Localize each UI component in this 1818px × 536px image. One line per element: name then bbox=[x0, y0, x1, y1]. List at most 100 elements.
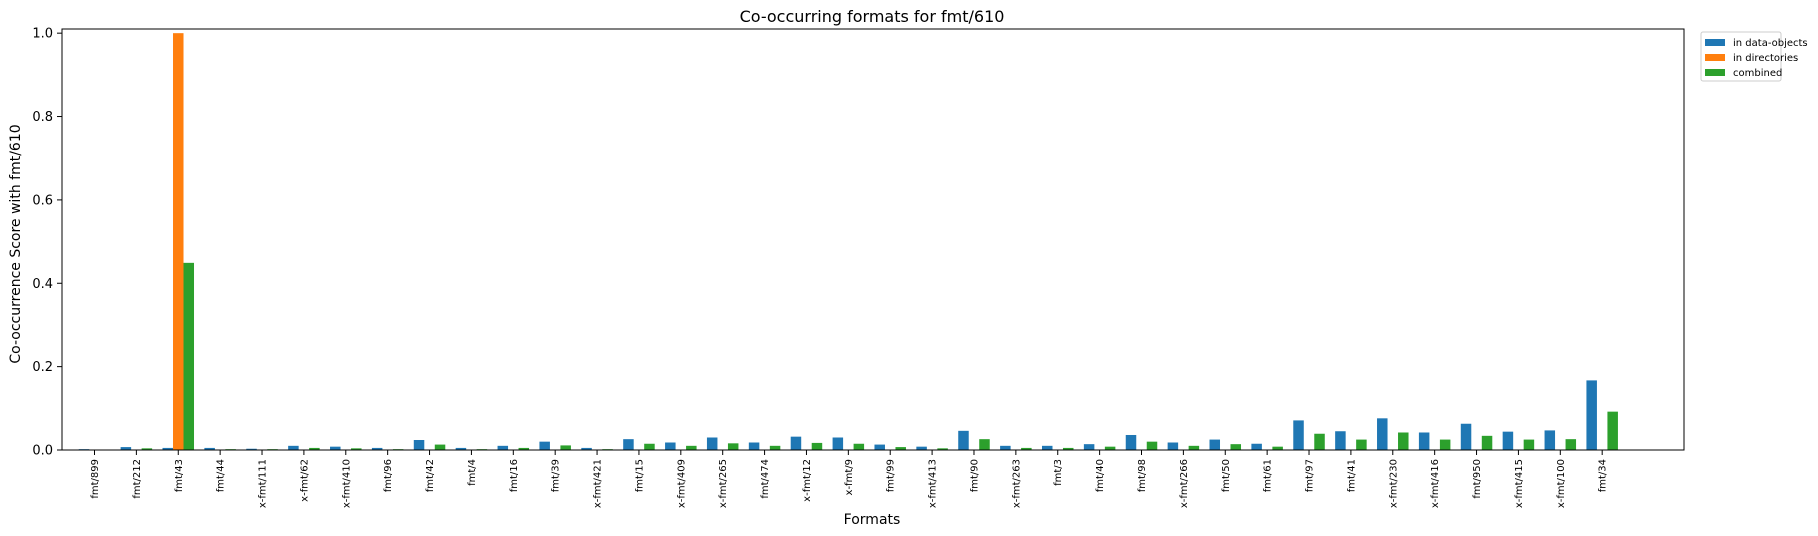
bar-data-objects-34 bbox=[1502, 431, 1514, 450]
x-tick-label: fmt/96 bbox=[383, 459, 394, 492]
bar-combined-21 bbox=[979, 439, 990, 450]
x-tick-label: fmt/61 bbox=[1263, 459, 1274, 492]
bar-data-objects-12 bbox=[581, 447, 592, 450]
bar-data-objects-10 bbox=[497, 445, 509, 450]
legend-label: in data-objects bbox=[1733, 38, 1808, 49]
bar-combined-5 bbox=[309, 447, 320, 450]
bar-data-objects-29 bbox=[1293, 420, 1304, 450]
x-tick-label: fmt/44 bbox=[216, 459, 227, 492]
bar-data-objects-36 bbox=[1586, 380, 1597, 450]
y-tick-label: 0.4 bbox=[32, 277, 53, 292]
x-tick-label: x-fmt/263 bbox=[1011, 459, 1022, 508]
x-tick-label: fmt/98 bbox=[1137, 459, 1148, 492]
bar-combined-23 bbox=[1062, 447, 1074, 450]
bar-data-objects-23 bbox=[1041, 445, 1053, 450]
bar-combined-28 bbox=[1272, 446, 1283, 450]
x-tick-label: x-fmt/62 bbox=[299, 459, 310, 502]
x-tick-label: fmt/90 bbox=[969, 459, 980, 492]
bar-combined-10 bbox=[518, 447, 530, 450]
bar-data-objects-9 bbox=[455, 447, 467, 450]
x-tick-label: fmt/50 bbox=[1221, 459, 1232, 492]
bar-combined-22 bbox=[1021, 447, 1032, 450]
bar-combined-13 bbox=[644, 443, 655, 450]
x-axis-label: Formats bbox=[844, 512, 901, 528]
bar-data-objects-15 bbox=[706, 437, 718, 450]
legend: in data-objects in directories combined bbox=[1700, 31, 1808, 82]
x-tick-label: x-fmt/12 bbox=[802, 459, 813, 502]
x-tick-label: fmt/4 bbox=[467, 459, 478, 486]
legend-swatch bbox=[1705, 54, 1725, 61]
x-tick-label: fmt/43 bbox=[174, 459, 185, 492]
legend-label: combined bbox=[1733, 68, 1782, 79]
bar-combined-35 bbox=[1565, 439, 1577, 450]
bar-data-objects-28 bbox=[1251, 443, 1262, 450]
x-tick-label: x-fmt/111 bbox=[258, 459, 269, 508]
bar-data-objects-13 bbox=[623, 439, 634, 450]
x-tick-label: fmt/212 bbox=[132, 459, 143, 499]
bar-data-objects-11 bbox=[539, 441, 550, 450]
bar-combined-32 bbox=[1439, 439, 1451, 450]
y-tick-label: 0.6 bbox=[32, 193, 53, 208]
x-tick-label: fmt/41 bbox=[1346, 459, 1357, 492]
x-tick-label: fmt/474 bbox=[760, 459, 771, 499]
bars-group bbox=[78, 33, 1618, 451]
bar-data-objects-17 bbox=[790, 436, 802, 450]
bar-combined-15 bbox=[727, 443, 739, 450]
bar-data-objects-30 bbox=[1335, 431, 1346, 450]
bar-combined-17 bbox=[811, 442, 823, 450]
x-tick-label: fmt/39 bbox=[551, 459, 562, 492]
bar-data-objects-22 bbox=[1000, 445, 1011, 450]
x-tick-label: fmt/15 bbox=[634, 459, 645, 492]
bar-data-objects-1 bbox=[120, 447, 132, 450]
bar-data-objects-4 bbox=[246, 448, 257, 450]
bar-data-objects-19 bbox=[874, 444, 885, 450]
bar-data-objects-32 bbox=[1418, 432, 1430, 450]
bar-combined-14 bbox=[686, 445, 697, 450]
x-tick-label: x-fmt/409 bbox=[676, 459, 687, 508]
x-tick-label: x-fmt/416 bbox=[1430, 459, 1441, 508]
bar-data-objects-7 bbox=[371, 447, 383, 450]
bar-combined-31 bbox=[1398, 432, 1409, 450]
x-tick-label: x-fmt/413 bbox=[928, 459, 939, 508]
bar-combined-20 bbox=[937, 448, 948, 450]
bar-data-objects-33 bbox=[1460, 423, 1472, 450]
x-tick-label: fmt/34 bbox=[1598, 459, 1609, 492]
bar-combined-27 bbox=[1230, 444, 1242, 450]
x-tick-label: fmt/16 bbox=[509, 459, 520, 492]
y-axis-label: Co-occurrence Score with fmt/610 bbox=[8, 124, 24, 363]
bar-data-objects-5 bbox=[288, 445, 299, 450]
x-axis: fmt/899 fmt/212 fmt/43 fmt/44 x-fmt/111 x-fmt… bbox=[90, 450, 1609, 508]
bar-data-objects-16 bbox=[748, 442, 760, 450]
x-tick-label: fmt/3 bbox=[1053, 459, 1064, 486]
bar-combined-36 bbox=[1607, 411, 1618, 450]
bar-data-objects-26 bbox=[1167, 442, 1179, 450]
x-tick-label: fmt/97 bbox=[1305, 459, 1316, 492]
x-tick-label: fmt/40 bbox=[1095, 459, 1106, 492]
bar-data-objects-8 bbox=[413, 440, 425, 450]
y-tick-label: 0.2 bbox=[32, 360, 53, 375]
bar-combined-24 bbox=[1104, 446, 1116, 450]
y-tick-label: 0.0 bbox=[32, 444, 53, 459]
x-tick-label: x-fmt/410 bbox=[341, 459, 352, 508]
bar-combined-19 bbox=[895, 447, 906, 450]
x-tick-label: fmt/42 bbox=[425, 459, 436, 492]
x-tick-label: fmt/99 bbox=[886, 459, 897, 492]
x-tick-label: x-fmt/266 bbox=[1179, 459, 1190, 508]
x-tick-label: fmt/950 bbox=[1472, 459, 1483, 499]
x-tick-label: x-fmt/265 bbox=[718, 459, 729, 508]
bar-combined-11 bbox=[560, 445, 571, 450]
bar-combined-33 bbox=[1481, 435, 1493, 450]
bar-data-objects-6 bbox=[330, 446, 341, 450]
bar-combined-29 bbox=[1314, 433, 1325, 450]
bar-data-objects-24 bbox=[1083, 444, 1095, 450]
bar-combined-26 bbox=[1188, 445, 1200, 450]
bar-combined-16 bbox=[769, 445, 781, 450]
x-tick-label: x-fmt/421 bbox=[593, 459, 604, 508]
bar-combined-34 bbox=[1523, 439, 1535, 450]
y-tick-label: 0.8 bbox=[32, 110, 53, 125]
bar-data-objects-14 bbox=[665, 442, 676, 450]
bar-data-objects-18 bbox=[832, 437, 844, 450]
bar-combined-1 bbox=[141, 448, 153, 450]
y-axis: 0.0 0.2 0.4 0.6 0.8 1.0 bbox=[32, 27, 62, 459]
bar-directories-2 bbox=[173, 33, 184, 451]
